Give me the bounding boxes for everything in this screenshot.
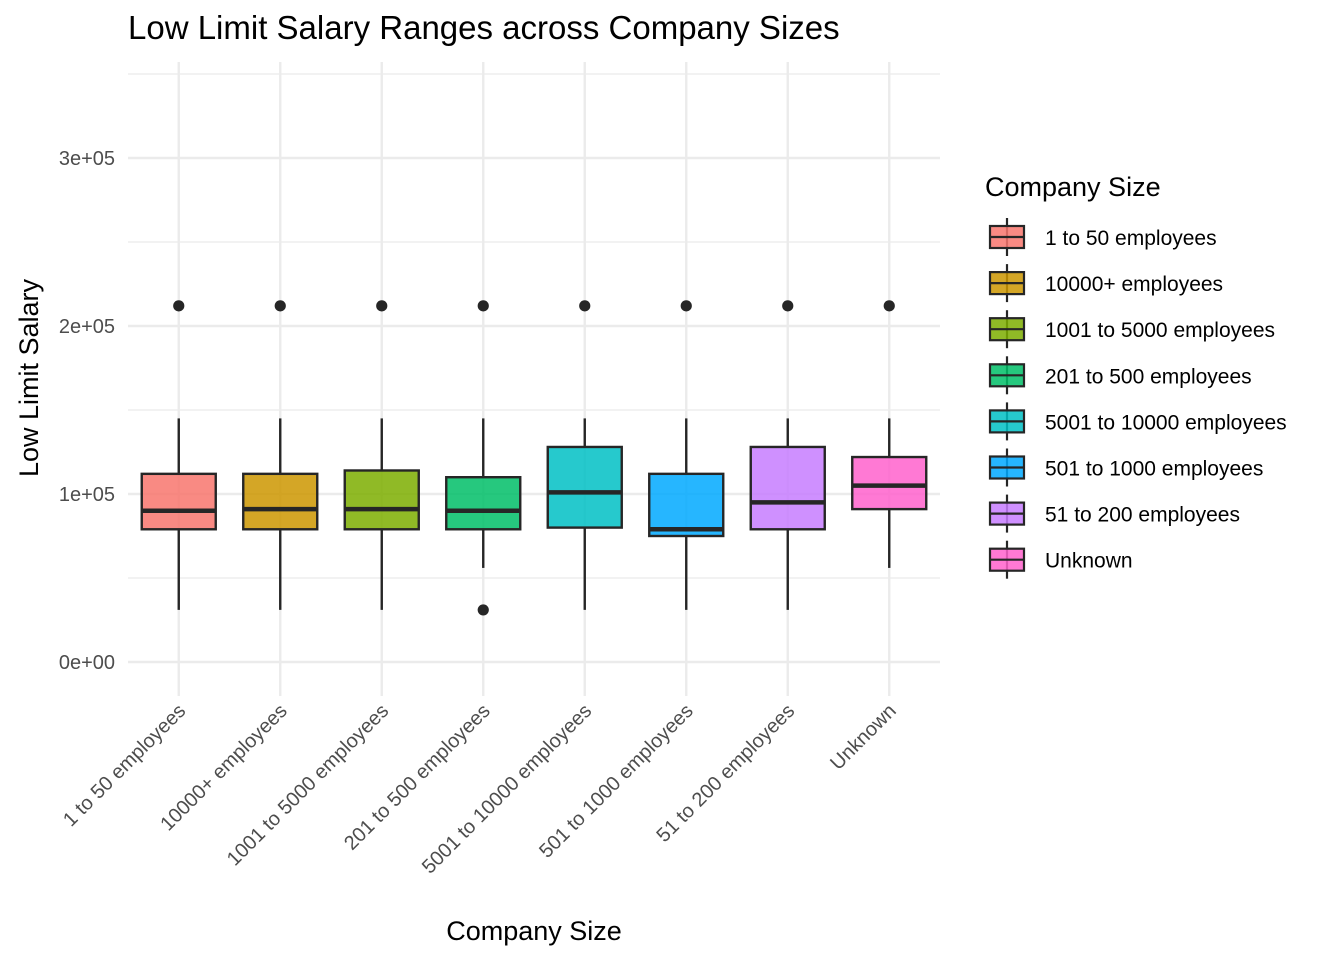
box-7 <box>749 300 826 610</box>
y-tick-label: 2e+05 <box>59 316 115 338</box>
legend-label: 5001 to 10000 employees <box>1045 411 1287 434</box>
box-2 <box>242 300 319 610</box>
box-body <box>445 476 522 531</box>
chart-title: Low Limit Salary Ranges across Company S… <box>128 9 840 46</box>
box-body <box>242 472 319 531</box>
box-6 <box>648 300 725 610</box>
box-3 <box>343 300 420 610</box>
legend-item: 5001 to 10000 employees <box>988 402 1287 441</box>
plot-area <box>140 300 928 616</box>
legend-title: Company Size <box>985 172 1161 202</box>
box-4 <box>445 300 522 616</box>
legend-item: 501 to 1000 employees <box>988 448 1263 487</box>
outlier-point <box>477 300 489 312</box>
outlier-point <box>579 300 591 312</box>
x-tick-label: 5001 to 10000 employees <box>418 700 596 878</box>
x-tick-label: Unknown <box>826 700 901 775</box>
x-tick-label: 1001 to 5000 employees <box>223 700 393 870</box>
legend-item: 201 to 500 employees <box>988 356 1252 395</box>
box-body <box>851 455 928 511</box>
legend-item: 51 to 200 employees <box>988 494 1240 533</box>
outlier-point <box>376 300 388 312</box>
y-tick-label: 0e+00 <box>59 652 115 674</box>
y-tick-label: 3e+05 <box>59 148 115 170</box>
legend-label: 201 to 500 employees <box>1045 365 1252 388</box>
legend-label: 10000+ employees <box>1045 273 1223 296</box>
legend-label: 501 to 1000 employees <box>1045 458 1263 481</box>
y-axis-title: Low Limit Salary <box>14 278 44 477</box>
box-8 <box>851 300 928 568</box>
outlier-point <box>173 300 185 312</box>
x-axis-title: Company Size <box>446 916 622 946</box>
legend-label: 51 to 200 employees <box>1045 504 1240 527</box>
box-body <box>343 469 420 531</box>
y-tick-label: 1e+05 <box>59 484 115 506</box>
box-5 <box>546 300 623 610</box>
box-body <box>749 445 826 531</box>
box-body <box>140 472 217 531</box>
legend-label: Unknown <box>1045 550 1133 573</box>
grid <box>128 62 940 696</box>
legend-item: 10000+ employees <box>988 264 1223 303</box>
legend-label: 1001 to 5000 employees <box>1045 319 1275 342</box>
box-1 <box>140 300 217 610</box>
legend-item: Unknown <box>988 540 1133 579</box>
legend-label: 1 to 50 employees <box>1045 227 1217 250</box>
legend: Company Size 1 to 50 employees 10000+ emp… <box>985 172 1287 579</box>
outlier-point <box>477 604 489 616</box>
y-axis: 0e+00 1e+05 2e+05 3e+05 <box>59 148 115 674</box>
legend-item: 1001 to 5000 employees <box>988 310 1275 349</box>
outlier-point <box>782 300 794 312</box>
box-body <box>648 472 725 538</box>
legend-item: 1 to 50 employees <box>988 218 1217 256</box>
box-body <box>546 445 623 529</box>
outlier-point <box>274 300 286 312</box>
outlier-point <box>883 300 895 312</box>
outlier-point <box>680 300 692 312</box>
